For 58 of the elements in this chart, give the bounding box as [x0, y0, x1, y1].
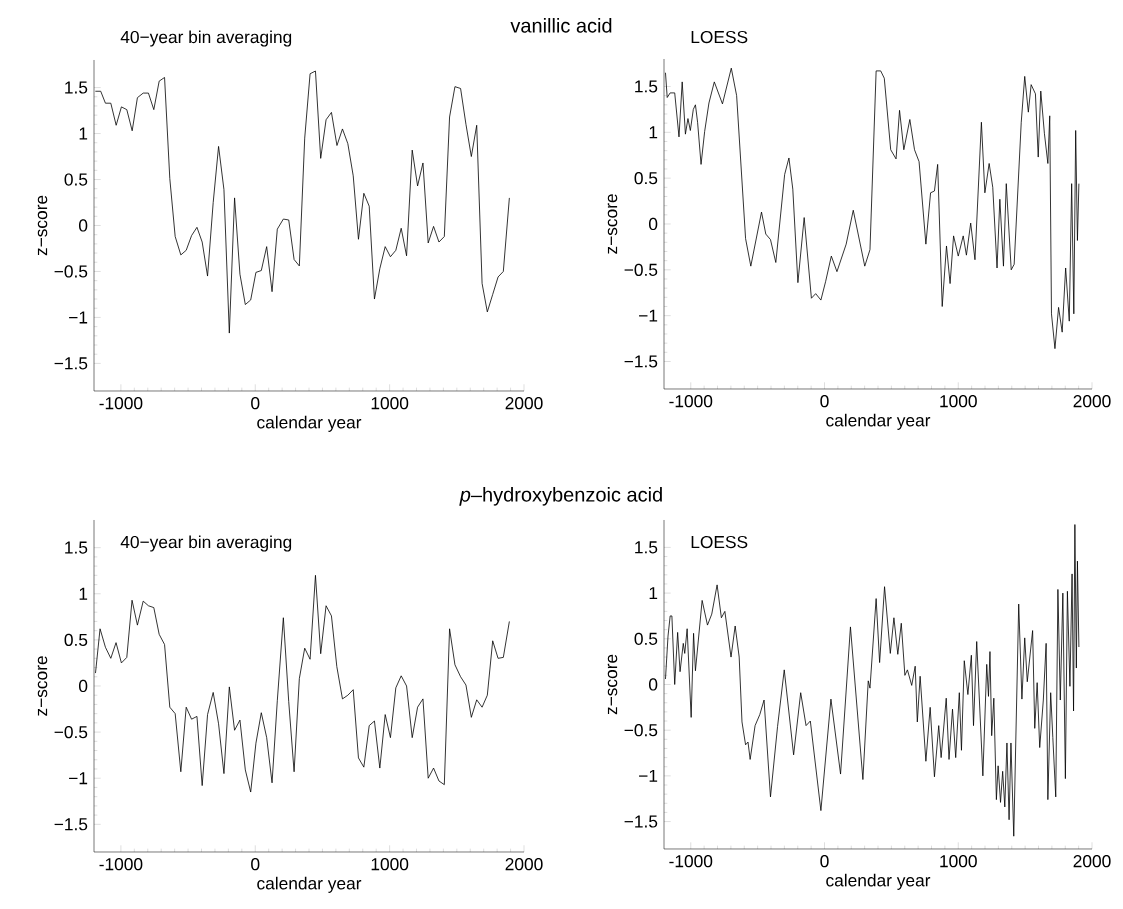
y-tick-label: −0.5: [624, 724, 658, 737]
y-tick-label: 1: [649, 587, 658, 600]
y-axis-title: z−score: [37, 656, 48, 716]
x-tick-label: 2000: [505, 397, 543, 410]
text: 40−year bin averaging: [120, 535, 292, 552]
y-tick-label: 0: [648, 217, 658, 231]
text: LOESS: [691, 535, 748, 549]
y-tick-label: −1: [639, 309, 658, 322]
x-tick-label: 1000: [940, 855, 977, 868]
y-tick-label: 1: [649, 126, 658, 139]
x-tick-label: 0: [251, 397, 260, 410]
x-tick-label: 0: [251, 858, 260, 871]
y-tick-label: 0: [78, 679, 88, 693]
y-tick-label: 0: [78, 219, 88, 232]
y-tick-label: 1.5: [65, 81, 88, 94]
x-tick-label: -1000: [669, 395, 713, 408]
y-tick-label: 0.5: [634, 632, 658, 645]
y-tick-label: −0.5: [54, 265, 88, 278]
y-axis-title: z−score: [607, 194, 618, 254]
y-tick-label: −0.5: [54, 725, 88, 739]
y-tick-label: 1.5: [635, 80, 658, 93]
y-tick-label: −1.5: [624, 355, 658, 368]
chart-title: p–hydroxybenzoic acid: [459, 487, 662, 506]
y-tick-label: 0: [648, 678, 658, 691]
chart-title: vanillic acid: [510, 18, 612, 33]
y-axis-title: z−score: [37, 195, 48, 256]
x-tick-label: -1000: [99, 858, 143, 871]
y-tick-label: 0.5: [634, 172, 658, 185]
y-tick-label: −1.5: [54, 357, 88, 370]
x-tick-label: 1000: [371, 397, 409, 410]
y-tick-label: 1.5: [65, 541, 88, 554]
y-tick-label: 1.5: [635, 541, 658, 554]
x-tick-label: 2000: [505, 858, 543, 871]
y-tick-label: −1.5: [54, 818, 88, 831]
x-tick-label: 2000: [1073, 395, 1111, 408]
y-tick-label: 1: [79, 127, 88, 140]
x-axis-title: calendar year: [826, 873, 931, 890]
y-tick-label: 1: [79, 587, 88, 600]
chart-subtitle: LOESS: [691, 30, 748, 44]
x-tick-label: 1000: [371, 858, 409, 871]
x-tick-label: -1000: [669, 855, 713, 868]
y-tick-label: 0.5: [64, 633, 88, 647]
y-tick-label: −0.5: [624, 263, 658, 276]
y-tick-label: −1: [639, 769, 658, 782]
y-axis-title: z−score: [607, 654, 618, 715]
chart-subtitle: 40−year bin averaging: [120, 30, 292, 47]
y-tick-label: −1: [69, 311, 88, 324]
y-tick-label: −1: [69, 772, 88, 785]
x-axis-title: calendar year: [826, 413, 931, 430]
x-tick-label: -1000: [99, 397, 143, 410]
x-tick-label: 0: [820, 395, 829, 408]
x-tick-label: 0: [820, 855, 829, 868]
y-tick-label: −1.5: [624, 815, 658, 828]
x-tick-label: 2000: [1073, 855, 1111, 868]
x-tick-label: 1000: [940, 395, 977, 408]
x-axis-title: calendar year: [257, 876, 362, 893]
x-axis-title: calendar year: [257, 415, 362, 432]
y-tick-label: 0.5: [64, 173, 88, 186]
